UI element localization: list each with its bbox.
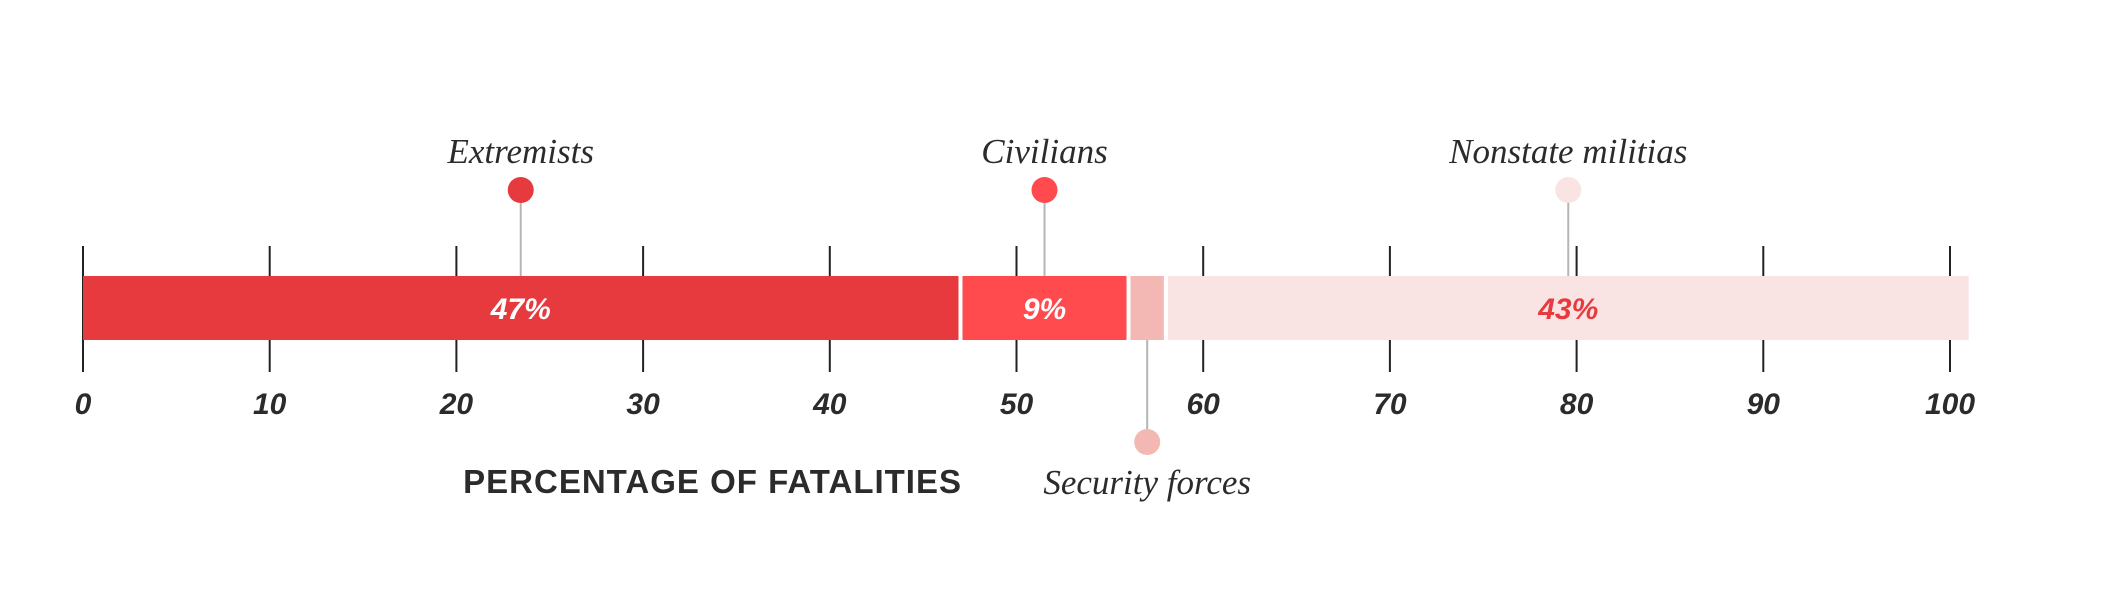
category-label-security-forces: Security forces xyxy=(1043,463,1251,502)
x-axis-title: PERCENTAGE OF FATALITIES xyxy=(463,463,962,500)
marker-extremists xyxy=(507,177,534,203)
value-label-extremists: 47% xyxy=(490,293,551,326)
bar-segment-nonstate-militias xyxy=(1167,276,1969,340)
marker-nonstate-militias xyxy=(1555,177,1582,203)
x-tick-label-100: 100 xyxy=(1925,388,1975,421)
category-label-extremists: Extremists xyxy=(447,132,594,171)
category-label-nonstate-militias: Nonstate militias xyxy=(1448,132,1687,171)
marker-civilians xyxy=(1031,177,1058,203)
x-tick-label-30: 30 xyxy=(626,388,660,421)
x-tick-label-80: 80 xyxy=(1560,388,1594,421)
x-tick-label-50: 50 xyxy=(1000,388,1034,421)
bar-segment-civilians xyxy=(962,276,1127,340)
x-tick-label-0: 0 xyxy=(75,388,92,421)
x-tick-label-90: 90 xyxy=(1747,388,1781,421)
x-tick-label-60: 60 xyxy=(1187,388,1221,421)
callouts-group: Extremists Civilians Security forces Nonsta… xyxy=(447,132,1688,502)
marker-security-forces xyxy=(1134,429,1161,455)
value-label-civilians: 9% xyxy=(1023,293,1066,326)
bar-segment-extremists xyxy=(83,276,959,340)
value-label-nonstate-militias: 43% xyxy=(1537,293,1598,326)
x-tick-label-10: 10 xyxy=(253,388,287,421)
bars-group: 47% 9% 43% xyxy=(83,276,1969,340)
bar-segment-security-forces xyxy=(1130,276,1164,340)
x-tick-label-40: 40 xyxy=(812,388,847,421)
x-tick-label-70: 70 xyxy=(1373,388,1407,421)
x-tick-label-20: 20 xyxy=(439,388,474,421)
category-label-civilians: Civilians xyxy=(981,132,1107,171)
